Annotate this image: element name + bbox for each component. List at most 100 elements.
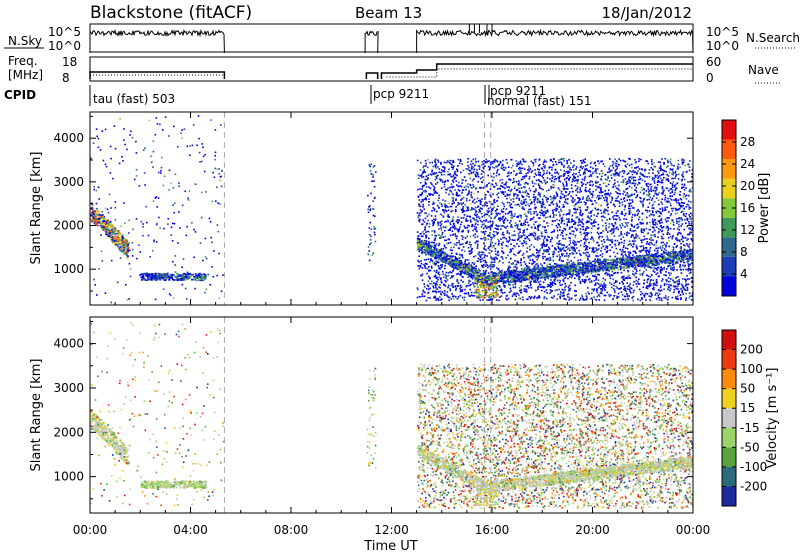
range-cell (560, 294, 562, 296)
range-cell (493, 290, 495, 292)
range-cell (424, 212, 426, 214)
range-cell (650, 235, 652, 237)
range-cell (605, 286, 607, 288)
range-cell (654, 182, 656, 184)
range-cell (539, 217, 541, 219)
range-cell (607, 172, 609, 174)
range-cell (625, 165, 627, 167)
range-cell (109, 194, 111, 196)
range-cell (558, 244, 560, 246)
range-cell (214, 155, 216, 157)
nsky-trace (90, 24, 693, 53)
range-cell (201, 161, 203, 163)
range-cell (678, 292, 680, 294)
range-cell (492, 221, 494, 223)
range-cell (638, 279, 640, 281)
range-cell (622, 255, 624, 257)
range-cell (534, 176, 536, 178)
range-cell (682, 285, 684, 287)
range-cell (540, 263, 542, 265)
range-cell (550, 284, 552, 286)
range-cell (591, 297, 593, 299)
range-cell (511, 263, 513, 265)
range-cell (444, 167, 446, 169)
range-cell (491, 176, 493, 178)
range-cell (474, 199, 476, 201)
range-cell (545, 197, 547, 199)
range-cell (602, 225, 604, 227)
range-cell (627, 183, 629, 185)
range-cell (454, 225, 456, 227)
range-cell (585, 233, 587, 235)
range-cell (567, 249, 569, 251)
range-cell (443, 277, 445, 279)
range-cell (483, 187, 485, 189)
range-cell (678, 281, 680, 283)
range-cell (670, 203, 672, 205)
range-cell (682, 158, 684, 160)
range-cell (438, 224, 440, 226)
range-cell (460, 287, 462, 289)
range-cell (544, 296, 546, 298)
range-cell (467, 161, 469, 163)
range-cell (504, 206, 506, 208)
range-cell (468, 247, 470, 249)
range-cell (665, 279, 667, 281)
range-cell (174, 264, 176, 266)
range-cell (444, 236, 446, 238)
range-cell (512, 262, 514, 264)
range-cell (679, 283, 681, 285)
range-cell (185, 191, 187, 193)
range-cell (189, 145, 191, 147)
range-cell (659, 192, 661, 194)
range-cell (577, 241, 579, 243)
range-cell (458, 219, 460, 221)
range-cell (614, 235, 616, 237)
range-cell (448, 216, 450, 218)
range-cell (434, 210, 436, 212)
range-cell (452, 203, 454, 205)
range-cell (662, 173, 664, 175)
range-cell (672, 183, 674, 185)
range-cell (640, 192, 642, 194)
range-cell (577, 180, 579, 182)
range-cell (614, 290, 616, 292)
range-cell (678, 291, 680, 293)
range-cell (459, 288, 461, 290)
range-cell (515, 174, 517, 176)
range-cell (670, 284, 672, 286)
range-cell (153, 241, 155, 243)
range-cell (674, 289, 676, 291)
range-cell (650, 296, 652, 298)
range-cell (110, 146, 112, 148)
range-cell (549, 172, 551, 174)
range-cell (433, 166, 435, 168)
range-cell (541, 231, 543, 233)
range-cell (508, 175, 510, 177)
range-cell (533, 165, 535, 167)
range-cell (606, 209, 608, 211)
range-cell (682, 205, 684, 207)
range-cell (653, 162, 655, 164)
range-cell (112, 230, 114, 232)
range-cell (537, 168, 539, 170)
range-cell (691, 217, 693, 219)
range-cell (513, 234, 515, 236)
range-cell (418, 177, 420, 179)
nsky-tick-bottom: 10^0 (48, 39, 81, 53)
range-cell (570, 240, 572, 242)
range-cell (523, 203, 525, 205)
range-cell (200, 242, 202, 244)
range-cell (494, 218, 496, 220)
range-cell (660, 271, 662, 273)
range-cell (608, 184, 610, 186)
range-cell (571, 248, 573, 250)
range-cell (547, 225, 549, 227)
range-cell (451, 272, 453, 274)
range-cell (439, 202, 441, 204)
range-cell (613, 295, 615, 297)
range-cell (170, 295, 172, 297)
range-cell (683, 186, 685, 188)
range-cell (188, 199, 190, 201)
range-cell (441, 221, 443, 223)
